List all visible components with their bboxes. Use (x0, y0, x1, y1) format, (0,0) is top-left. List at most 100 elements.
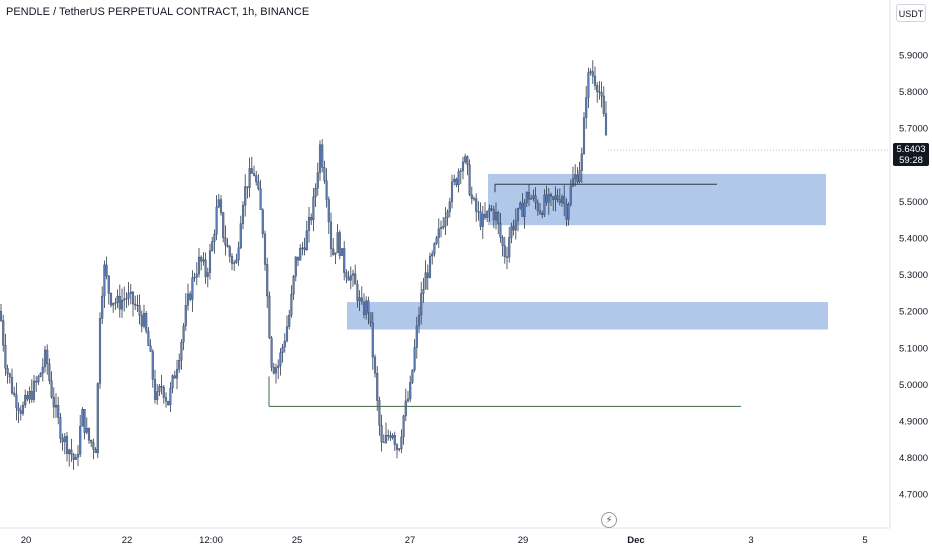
candle-body (268, 295, 271, 339)
candle-body (560, 196, 564, 203)
candle-body (329, 221, 333, 250)
candle-body (263, 233, 267, 265)
candle-body (402, 415, 405, 438)
candle-body (59, 417, 62, 439)
candle-body (123, 298, 126, 301)
candle-body (571, 178, 575, 187)
candle-body (338, 232, 341, 256)
candle-body (17, 407, 20, 411)
candle-body (195, 273, 198, 278)
candle-body (211, 241, 214, 251)
candle-body (112, 302, 115, 306)
y-tick-label: 5.4000 (899, 234, 928, 245)
candle-body (230, 256, 234, 264)
candle-body (204, 259, 207, 277)
candle-body (134, 303, 137, 306)
candle-body (466, 156, 469, 165)
candle-body (46, 349, 49, 365)
candle-body (369, 312, 372, 323)
currency-button[interactable]: USDT (896, 4, 926, 22)
candle-body (532, 195, 535, 199)
candle-body (252, 173, 256, 176)
last-price-badge: 5.6403 59:28 (893, 143, 929, 166)
candle-body (4, 345, 7, 369)
candle-body (503, 245, 506, 257)
candle-body (250, 168, 253, 174)
candle-body (74, 457, 77, 460)
candle-body (494, 212, 498, 221)
candle-body (175, 369, 179, 379)
candle-body (299, 248, 302, 261)
candle-body (259, 188, 262, 210)
y-tick-label: 5.2000 (899, 307, 928, 318)
candle-body (6, 368, 9, 374)
last-price: 5.6403 (896, 144, 926, 155)
candle-body (332, 248, 335, 255)
candle-body (340, 248, 344, 256)
candle-body (420, 293, 423, 316)
candle-body (255, 175, 258, 182)
candle-body (39, 373, 42, 377)
candle-body (202, 259, 205, 262)
candle-body (140, 315, 143, 327)
candle-body (365, 300, 368, 315)
candle-body (138, 305, 141, 316)
candle-body (101, 295, 104, 319)
candle-body (552, 196, 555, 200)
candle-body (569, 185, 572, 205)
y-tick-label: 4.9000 (899, 417, 928, 428)
candle-body (307, 217, 311, 231)
candle-body (193, 277, 196, 279)
candle-body (68, 449, 71, 454)
y-tick-label: 5.3000 (899, 270, 928, 281)
candle-body (52, 396, 55, 408)
candle-body (274, 367, 278, 374)
candle-body (323, 167, 326, 181)
candle-body (519, 203, 522, 209)
candle-body (178, 360, 181, 370)
candle-body (417, 314, 421, 327)
candle-body (488, 208, 491, 212)
candle-body (290, 293, 293, 316)
candle-body (50, 380, 53, 398)
candle-body (79, 425, 82, 455)
x-tick-label: 22 (122, 535, 133, 546)
candle-body (54, 404, 58, 408)
y-tick-label: 4.7000 (899, 490, 928, 501)
candle-body (598, 91, 601, 93)
candle-body (530, 198, 533, 200)
candle-body (349, 275, 352, 281)
candle-body (244, 186, 247, 206)
scroll-to-realtime-icon[interactable]: ⚡ (601, 512, 617, 528)
candle-body (475, 198, 478, 212)
candle-body (393, 435, 396, 445)
candle-body (173, 375, 176, 379)
candle-body (541, 213, 544, 215)
candle-body (387, 435, 390, 437)
candle-body (325, 180, 328, 200)
candle-body (514, 220, 517, 231)
candle-body (215, 206, 218, 235)
candle-body (464, 156, 467, 163)
candle-body (2, 320, 5, 346)
candle-body (191, 277, 194, 300)
candle-body (404, 400, 407, 417)
candle-body (120, 300, 124, 310)
candle-body (301, 247, 304, 249)
candle-body (118, 295, 121, 310)
candle-body (94, 449, 97, 454)
candle-body (321, 144, 324, 168)
candle-body (508, 237, 511, 258)
candle-body (567, 204, 570, 220)
candle-body (153, 379, 157, 400)
candle-body (442, 226, 445, 228)
candle-body (384, 435, 388, 443)
candle-body (186, 293, 190, 306)
candle-body (266, 264, 269, 297)
candle-body (479, 211, 482, 227)
candle-body (433, 243, 436, 255)
candle-body (136, 304, 139, 307)
candle-body (147, 330, 150, 346)
candle-body (574, 174, 577, 179)
